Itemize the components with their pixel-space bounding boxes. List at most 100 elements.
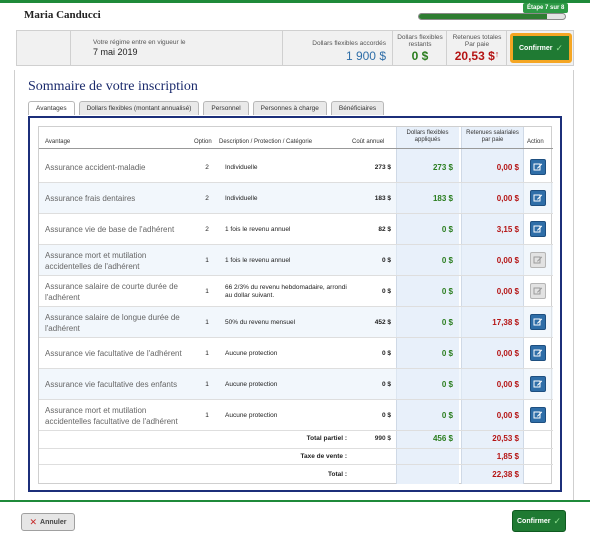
benefit-deduction: 0,00 $ [496, 256, 519, 265]
table-row: Assurance mort et mutilation accidentell… [39, 245, 553, 276]
tab-dollars-flexibles[interactable]: Dollars flexibles (montant annualisé) [78, 101, 200, 115]
benefit-name: Assurance salaire de courte durée de l'a… [45, 281, 178, 302]
edit-button[interactable] [530, 190, 546, 206]
table-row: Assurance vie facultative des enfants 1 Au… [39, 369, 553, 400]
edit-button[interactable] [530, 314, 546, 330]
summary-granted: Dollars flexibles accordés 1 900 $ [283, 31, 393, 65]
remaining-label-2: restants [408, 41, 432, 48]
benefit-flex-applied: 0 $ [441, 411, 453, 420]
benefit-flex-applied: 0 $ [441, 380, 453, 389]
benefit-option: 1 [205, 381, 209, 388]
benefit-description: Aucune protection [225, 380, 278, 388]
benefit-annual-cost: 273 $ [374, 164, 391, 171]
benefit-deduction: 0,00 $ [496, 287, 519, 296]
benefit-name: Assurance salaire de longue durée de l'a… [45, 312, 180, 333]
page-border-left [14, 70, 15, 500]
benefit-description: 50% du revenu mensuel [225, 318, 296, 326]
edit-button[interactable] [530, 407, 546, 423]
edit-button[interactable] [530, 345, 546, 361]
cancel-button[interactable]: ✕ Annuler [21, 513, 75, 531]
remaining-value: 0 $ [411, 49, 429, 63]
header-cost: Coût annuel [352, 139, 385, 145]
confirm-button-bottom[interactable]: Confirmer ✓ [512, 510, 566, 532]
table-row: Assurance vie facultative de l'adhérent 1… [39, 338, 553, 369]
deductions-up-arrow-icon: ↑ [494, 49, 500, 59]
progress-fill [419, 14, 547, 19]
tab-bar: Avantages Dollars flexibles (montant ann… [28, 101, 385, 115]
benefit-name: Assurance mort et mutilation accidentell… [45, 405, 178, 426]
benefit-description: 1 fois le revenu annuel [225, 256, 291, 264]
edit-pencil-icon [533, 194, 543, 202]
edit-pencil-icon [533, 225, 543, 233]
footer-line [0, 500, 590, 502]
benefit-annual-cost: 0 $ [381, 288, 391, 295]
subtotal-deduction: 20,53 $ [492, 434, 519, 443]
benefit-description: 1 fois le revenu annuel [225, 225, 291, 233]
summary-effective-date: Votre régime entre en vigueur le 7 mai 2… [71, 31, 283, 65]
benefit-annual-cost: 183 $ [374, 195, 391, 202]
tax-row: Taxe de vente : 1,85 $ [39, 449, 553, 465]
benefit-annual-cost: 0 $ [381, 350, 391, 357]
edit-button[interactable] [530, 376, 546, 392]
benefit-deduction: 0,00 $ [496, 349, 519, 358]
edit-pencil-icon [533, 287, 543, 295]
header-benefit: Avantage [45, 139, 71, 145]
edit-button[interactable] [530, 159, 546, 175]
header-action: Action [527, 139, 544, 145]
benefit-name: Assurance vie facultative des enfants [45, 380, 178, 389]
edit-button[interactable] [530, 221, 546, 237]
benefit-description: Individuelle [225, 194, 258, 202]
table-row: Assurance salaire de courte durée de l'a… [39, 276, 553, 307]
user-name: Maria Canducci [24, 9, 101, 21]
effective-date-label: Votre régime entre en vigueur le [93, 39, 186, 46]
benefit-flex-applied: 273 $ [432, 163, 453, 172]
benefit-option: 1 [205, 350, 209, 357]
benefit-option: 1 [205, 288, 209, 295]
benefit-name: Assurance frais dentaires [45, 194, 136, 203]
benefit-option: 2 [205, 226, 209, 233]
benefit-name: Assurance accident-maladie [45, 163, 146, 172]
benefits-panel: Avantage Option Description / Protection… [28, 116, 562, 492]
benefit-option: 1 [205, 257, 209, 264]
subtotal-cost: 990 $ [374, 435, 391, 442]
edit-button[interactable] [530, 283, 546, 299]
header-description: Description / Protection / Catégorie [219, 139, 313, 145]
benefit-flex-applied: 0 $ [441, 225, 453, 234]
confirm-button-top[interactable]: Confirmer ✓ [510, 33, 572, 63]
benefit-description: 66 2/3% du revenu hebdomadaire, arrondi … [225, 283, 347, 299]
table-row: Assurance frais dentaires 2 Individuelle 18… [39, 183, 553, 214]
progress-bar [418, 13, 566, 20]
deductions-label-1: Retenues totales [452, 34, 502, 41]
header-ret-1: Retenues salariales [466, 130, 519, 136]
deductions-label-2: Par paie [464, 41, 490, 48]
benefit-deduction: 0,00 $ [496, 411, 519, 420]
tab-beneficiaires[interactable]: Bénéficiaires [330, 101, 385, 115]
table-header: Avantage Option Description / Protection… [39, 127, 553, 149]
subtotal-flex: 456 $ [432, 434, 453, 443]
edit-button[interactable] [530, 252, 546, 268]
benefit-annual-cost: 0 $ [381, 381, 391, 388]
benefit-description: Aucune protection [225, 349, 278, 357]
effective-date-value: 7 mai 2019 [93, 47, 138, 57]
granted-label: Dollars flexibles accordés [312, 40, 386, 47]
tab-personnel[interactable]: Personnel [203, 101, 249, 115]
benefit-annual-cost: 0 $ [381, 412, 391, 419]
header-option: Option [194, 139, 212, 145]
tab-avantages[interactable]: Avantages [28, 101, 75, 115]
benefit-name: Assurance mort et mutilation accidentell… [45, 250, 147, 271]
benefit-flex-applied: 0 $ [441, 349, 453, 358]
total-label: Total : [327, 471, 347, 478]
edit-pencil-icon [533, 411, 543, 419]
tab-personnes-a-charge[interactable]: Personnes à charge [252, 101, 327, 115]
edit-pencil-icon [533, 349, 543, 357]
summary-remaining: Dollars flexibles restants 0 $ [393, 31, 447, 65]
benefit-name: Assurance vie de base de l'adhérent [45, 225, 175, 234]
tax-label: Taxe de vente : [300, 453, 347, 460]
table-row: Assurance vie de base de l'adhérent 2 1 fo… [39, 214, 553, 245]
confirm-bottom-label: Confirmer [517, 517, 551, 525]
total-deduction: 22,38 $ [492, 470, 519, 479]
confirm-top-label: Confirmer [519, 44, 553, 52]
benefits-table: Avantage Option Description / Protection… [38, 126, 553, 484]
benefit-description: Aucune protection [225, 411, 278, 419]
table-row: Assurance accident-maladie 2 Individuelle 2… [39, 152, 553, 183]
